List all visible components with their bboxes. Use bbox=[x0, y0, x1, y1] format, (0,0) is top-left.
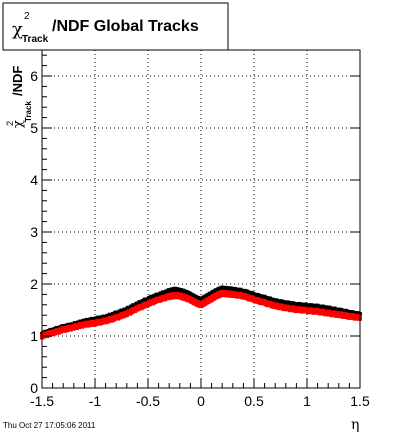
y-tick-labels: 0 1 2 3 4 5 6 bbox=[30, 68, 38, 396]
grid-lines bbox=[42, 50, 360, 388]
x-tick-label: 1.5 bbox=[350, 393, 370, 409]
y-axis-label: χ 2 Track /NDF bbox=[5, 66, 33, 128]
x-tick-labels: -1.5 -1 -0.5 0 0.5 1 1.5 bbox=[30, 393, 370, 409]
x-tick-label: 0.5 bbox=[244, 393, 264, 409]
axis-ticks bbox=[41, 54, 361, 389]
y-axis-label-suffix: /NDF bbox=[10, 66, 25, 96]
y-tick-label: 6 bbox=[30, 68, 38, 84]
y-tick-label: 5 bbox=[30, 120, 38, 136]
y-tick-label: 1 bbox=[30, 328, 38, 344]
y-tick-label: 3 bbox=[30, 224, 38, 240]
y-tick-label: 0 bbox=[30, 380, 38, 396]
x-tick-label: 0 bbox=[197, 393, 205, 409]
x-tick-label: 1 bbox=[303, 393, 311, 409]
footer-timestamp: Thu Oct 27 17:05:06 2011 bbox=[3, 421, 96, 430]
title-subscript: Track bbox=[22, 34, 49, 45]
y-axis-label-symbol: χ bbox=[11, 120, 26, 128]
title-symbol: χ bbox=[12, 19, 23, 40]
y-axis-label-subscript: Track bbox=[24, 101, 33, 122]
data-series-layer bbox=[40, 285, 362, 340]
x-tick-label: -1 bbox=[89, 393, 102, 409]
x-tick-label: -1.5 bbox=[30, 393, 54, 409]
title-superscript: 2 bbox=[24, 11, 30, 22]
x-axis-label: η bbox=[351, 417, 359, 433]
title-box bbox=[2, 2, 229, 51]
y-tick-label: 2 bbox=[30, 276, 38, 292]
y-axis-label-superscript: 2 bbox=[5, 121, 15, 126]
chart-title: /NDF Global Tracks bbox=[52, 18, 199, 35]
x-tick-label: -0.5 bbox=[136, 393, 160, 409]
y-tick-label: 4 bbox=[30, 172, 38, 188]
